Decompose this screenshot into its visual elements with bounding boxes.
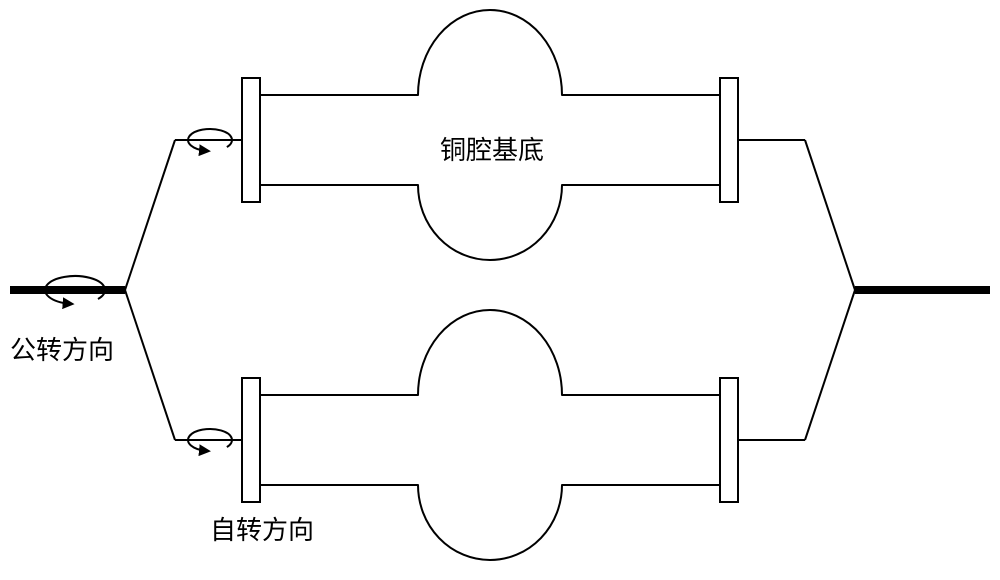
cavity-top-flange-right [720,78,738,202]
label-cavity: 铜腔基底 [440,130,544,167]
frame-edge-br [805,290,855,440]
frame-edge-bl [125,290,175,440]
frame-edge-tl [125,140,175,290]
frame-edge-tr [805,140,855,290]
cavity-bottom-flange-right [720,378,738,502]
diagram-canvas [0,0,1000,580]
cavity-bottom-flange-left [242,378,260,502]
cavity-top-flange-left [242,78,260,202]
label-revolution: 公转方向 [10,330,114,367]
label-rotation: 自转方向 [210,510,314,547]
cavity-bottom [260,310,720,560]
